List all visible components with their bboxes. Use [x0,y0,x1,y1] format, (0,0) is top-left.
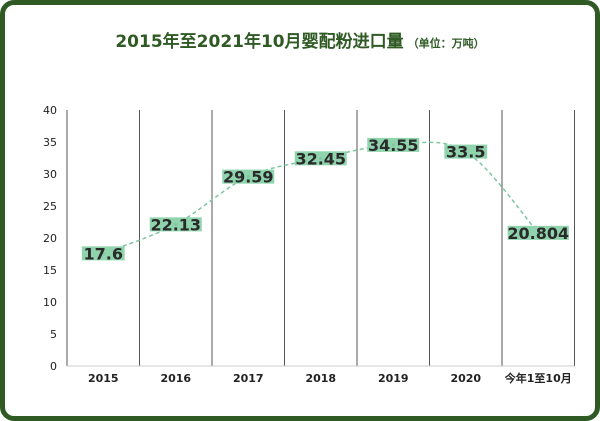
y-tick-label: 5 [50,328,57,341]
data-label: 17.6 [84,244,123,263]
line-chart: 0 5 10 15 20 25 30 35 40 2015 2016 2017 2018 2019 2020… [43,104,575,385]
x-tick-label: 2016 [160,372,191,385]
chart-title-block: 2015年至2021年10月婴配粉进口量 （单位：万吨） [5,27,595,52]
data-label: 32.45 [295,149,346,168]
data-label: 33.5 [446,143,485,162]
y-tick-label: 20 [43,232,57,245]
data-point [464,150,468,154]
x-tick-label: 2017 [233,372,264,385]
data-point [391,143,395,147]
x-tick-label: 今年1至10月 [504,371,572,385]
data-point [246,175,250,179]
chart-unit: （单位：万吨） [407,37,485,50]
data-label: 22.13 [150,215,201,234]
y-tick-label: 10 [43,296,57,309]
chart-title: 2015年至2021年10月婴配粉进口量 [115,32,404,52]
data-point [319,156,323,160]
x-tick-label: 2018 [305,372,336,385]
x-tick-label: 2015 [88,372,119,385]
data-point [101,251,105,255]
data-point [536,231,540,235]
x-tick-label: 2020 [450,372,481,385]
y-tick-label: 30 [43,168,57,181]
y-tick-label: 15 [43,264,57,277]
y-tick-label: 40 [43,104,57,117]
x-tick-label: 2019 [378,372,409,385]
y-tick-label: 0 [50,360,57,373]
data-label: 29.59 [223,168,274,187]
data-label: 34.55 [368,136,419,155]
y-tick-label: 25 [43,200,57,213]
data-label: 20.804 [507,224,569,243]
data-point [174,222,178,226]
y-tick-label: 35 [43,136,57,149]
